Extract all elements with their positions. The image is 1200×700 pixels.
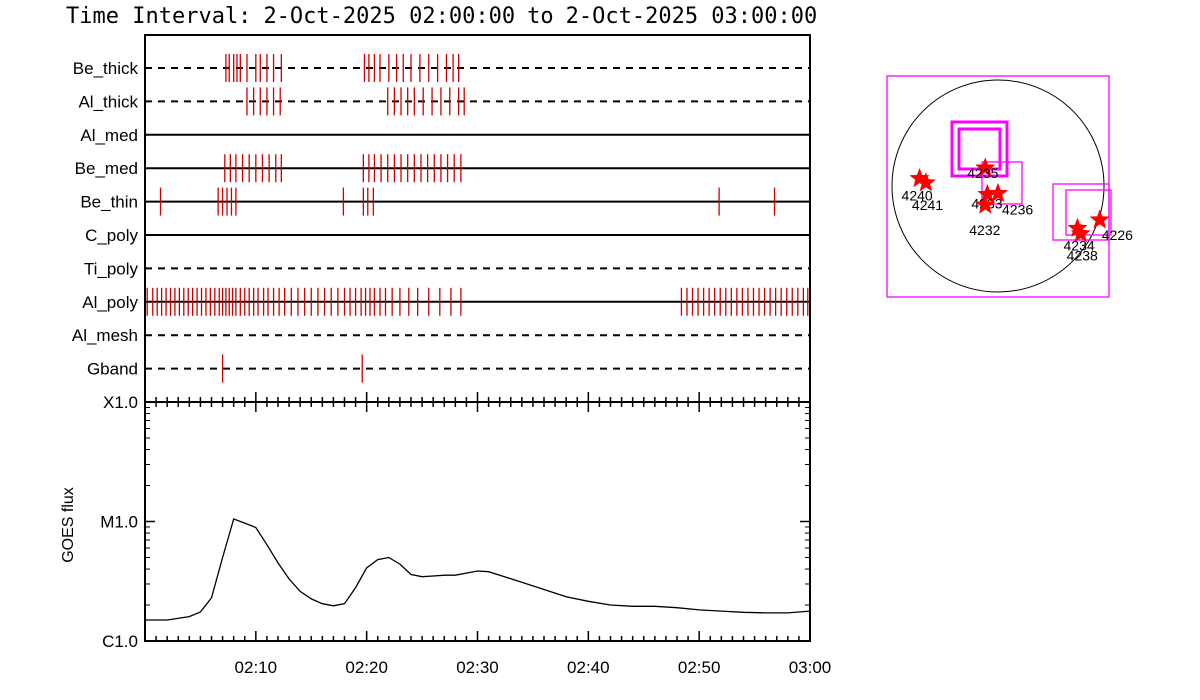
active-region-label: 4234 — [1064, 237, 1095, 253]
title-start: 2-Oct-2025 02:00:00 — [263, 4, 515, 29]
row-label-ti_poly: Ti_poly — [84, 259, 139, 278]
active-region-label: 4240 — [902, 188, 933, 204]
active-region-star — [987, 182, 1009, 203]
active-region-label: 4236 — [1002, 201, 1033, 217]
goes-y-tick-label: X1.0 — [103, 393, 138, 412]
goes-frame — [144, 401, 811, 642]
event-timeline-panel: Be_thick Al_thick Al_med Be_med Be_thin C_pol… — [72, 34, 811, 403]
goes-y-tick-label: C1.0 — [102, 632, 138, 651]
solar-disk-limb — [891, 79, 1105, 293]
active-region-star — [975, 194, 996, 214]
goes-x-tick-label: 03:00 — [789, 658, 832, 677]
active-region-label: 4241 — [912, 197, 943, 213]
goes-y-axis-label: GOES flux — [60, 487, 77, 563]
goes-flux-panel: C1.0 M1.0 X1.0 02:10 02:20 02:30 02:40 02:50 03:… — [60, 393, 831, 677]
row-label-be_med: Be_med — [75, 159, 138, 178]
active-region-label: 4226 — [1102, 227, 1133, 243]
plot-title: Time Interval: 2-Oct-2025 02:00:00 to 2-Oct… — [66, 4, 817, 29]
active-region-star — [915, 172, 937, 192]
active-region-label: 4238 — [1067, 248, 1098, 264]
goes-flux-series — [145, 518, 811, 621]
goes-x-tick-label: 02:40 — [567, 658, 610, 677]
row-label-al_poly: Al_poly — [82, 293, 138, 312]
row-label-al_med: Al_med — [80, 126, 138, 145]
title-sep: to — [527, 4, 554, 29]
solar-disk-panel: 424042414235423342364232423442384226 — [886, 75, 1133, 298]
fov-box-center — [981, 161, 1023, 205]
row-label-c_poly: C_poly — [85, 226, 138, 245]
fov-box-limb-2 — [1065, 189, 1112, 236]
goes-x-tick-label: 02:20 — [345, 658, 388, 677]
row-label-gband: Gband — [87, 360, 138, 379]
row-label-be_thick: Be_thick — [73, 59, 139, 78]
timeline-frame — [144, 34, 811, 403]
fov-box-inner-thick-2 — [957, 127, 1002, 171]
goes-x-tick-label: 02:30 — [456, 658, 499, 677]
row-label-al_thick: Al_thick — [78, 92, 138, 111]
row-label-be_thin: Be_thin — [80, 193, 138, 212]
title-prefix: Time Interval: — [66, 4, 251, 29]
fov-box-limb — [1052, 183, 1110, 241]
goes-x-tick-label: 02:50 — [678, 658, 721, 677]
goes-y-tick-label: M1.0 — [100, 513, 138, 532]
goes-x-tick-label: 02:10 — [235, 658, 278, 677]
row-label-al_mesh: Al_mesh — [72, 326, 138, 345]
active-region-star — [1089, 209, 1110, 229]
active-region-label: 4232 — [969, 222, 1000, 238]
active-region-star — [1070, 222, 1091, 243]
active-region-label: 4235 — [967, 165, 998, 181]
title-end: 2-Oct-2025 03:00:00 — [566, 4, 818, 29]
active-region-star — [975, 157, 996, 177]
